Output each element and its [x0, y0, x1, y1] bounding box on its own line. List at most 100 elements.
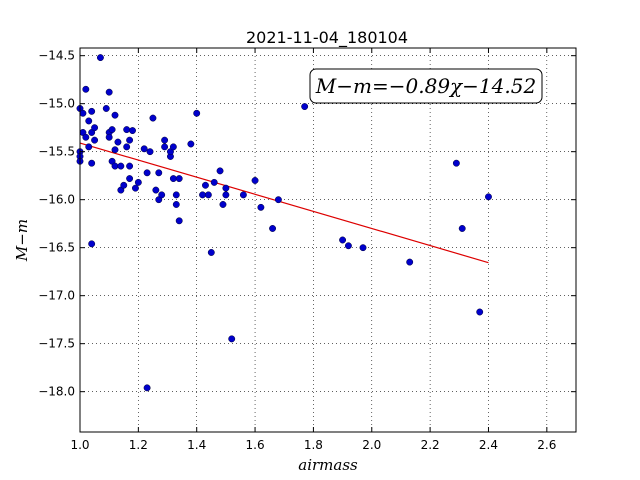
x-tick-label: 1.0	[70, 438, 89, 452]
data-point	[120, 181, 128, 189]
x-tick-labels: 1.0 1.2 1.4 1.6 1.8 2.0 2.2 2.4 2.6	[70, 438, 556, 452]
x-axis-label: airmass	[298, 456, 358, 474]
data-point	[105, 88, 113, 96]
data-point	[88, 107, 96, 115]
x-tick-label: 2.2	[421, 438, 440, 452]
annotation-box	[309, 68, 543, 104]
x-tick-label: 1.2	[129, 438, 148, 452]
data-point	[82, 133, 90, 141]
data-point	[79, 109, 87, 117]
data-point	[129, 127, 136, 135]
fit-line-group	[79, 142, 489, 264]
data-point	[406, 258, 414, 266]
data-point	[172, 201, 180, 208]
data-point	[111, 146, 119, 154]
data-point	[222, 191, 230, 199]
data-point	[117, 162, 125, 170]
x-tick-label: 1.4	[187, 438, 206, 452]
data-point	[175, 217, 183, 225]
data-point	[88, 159, 96, 167]
data-points	[76, 54, 492, 392]
data-point	[207, 249, 215, 256]
data-point	[476, 308, 484, 316]
y-tick-labels: −14.5 −15.0 −15.5 −16.0 −16.5 −17.0 −17.5 −18.0	[38, 49, 75, 399]
data-point	[193, 109, 201, 117]
fit-line	[79, 142, 489, 264]
data-point	[161, 143, 169, 151]
y-tick-label: −16.0	[38, 193, 75, 207]
y-tick-label: −17.5	[38, 337, 75, 351]
data-point	[204, 191, 212, 199]
data-point	[344, 242, 352, 250]
plot-frame	[79, 47, 577, 433]
data-point	[175, 175, 183, 183]
data-point	[131, 184, 139, 192]
data-point	[251, 177, 259, 184]
data-point	[123, 126, 131, 134]
x-tick-label: 1.8	[304, 438, 323, 452]
data-point	[123, 143, 131, 151]
data-point	[158, 191, 166, 199]
data-point	[222, 184, 230, 192]
annotation-text: M−m=−0.89χ−14.52	[315, 74, 536, 98]
chart-title: 2021-11-04_180104	[246, 28, 408, 48]
y-tick-label: −15.0	[38, 97, 75, 111]
data-point	[202, 181, 209, 189]
data-point	[105, 133, 113, 141]
data-point	[161, 136, 169, 144]
data-point	[219, 201, 227, 208]
data-point	[126, 136, 134, 144]
y-axis-label: M−m	[13, 219, 31, 262]
data-point	[88, 240, 96, 248]
y-tick-label: −16.5	[38, 241, 75, 255]
grid-lines	[79, 48, 576, 432]
data-point	[169, 175, 177, 183]
data-point	[140, 145, 148, 153]
data-point	[152, 186, 160, 194]
data-point	[111, 162, 119, 170]
data-point	[155, 169, 163, 177]
data-point	[257, 203, 265, 211]
data-point	[172, 191, 180, 199]
data-point	[339, 236, 347, 244]
data-point	[274, 196, 282, 204]
data-point	[143, 384, 151, 392]
y-tick-label: −18.0	[38, 385, 75, 399]
data-point	[85, 117, 93, 125]
data-point	[91, 124, 99, 132]
data-point	[485, 193, 492, 201]
data-point	[96, 54, 104, 62]
data-point	[269, 225, 277, 232]
data-point	[187, 140, 195, 148]
data-point	[458, 225, 466, 232]
data-point	[102, 105, 110, 112]
data-point	[85, 143, 93, 151]
data-point	[126, 162, 134, 170]
axis-ticks	[79, 48, 576, 432]
data-point	[199, 191, 206, 199]
x-tick-label: 2.6	[537, 438, 556, 452]
data-point	[216, 167, 224, 175]
data-point	[143, 169, 151, 177]
y-tick-label: −17.0	[38, 289, 75, 303]
data-point	[126, 175, 134, 183]
x-tick-label: 1.6	[246, 438, 265, 452]
y-tick-label: −14.5	[38, 49, 75, 63]
data-point	[91, 136, 99, 144]
data-point	[111, 111, 119, 119]
y-tick-label: −15.5	[38, 145, 75, 159]
data-point	[228, 335, 236, 343]
data-point	[359, 244, 367, 252]
data-point	[239, 191, 247, 199]
fit-annotation: M−m=−0.89χ−14.52	[309, 68, 543, 104]
x-tick-label: 2.4	[479, 438, 498, 452]
data-point	[169, 143, 177, 151]
data-point	[108, 126, 116, 134]
data-point	[452, 159, 460, 167]
data-point	[134, 178, 142, 186]
data-point	[82, 85, 90, 93]
data-point	[146, 148, 154, 156]
data-point	[301, 103, 309, 111]
data-point	[114, 138, 122, 146]
